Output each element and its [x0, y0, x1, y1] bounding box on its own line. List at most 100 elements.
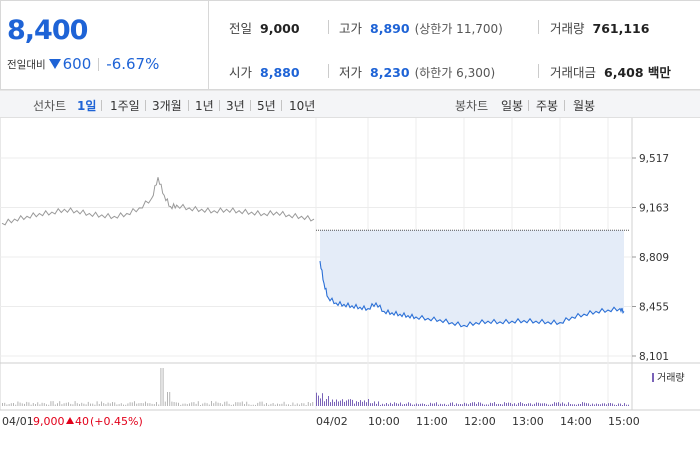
volume-bar	[470, 403, 471, 406]
x-axis: 04/02 10:00 11:00 12:00 13:00 14:00 15:00	[316, 415, 640, 428]
volume-bar	[239, 402, 241, 406]
volume-bar	[21, 403, 23, 406]
volume-bar	[344, 401, 345, 406]
tab-3year[interactable]: 3년	[226, 99, 245, 113]
y-tick-label: 8,455	[639, 302, 669, 314]
volume-bar	[576, 404, 577, 406]
volume-bar	[522, 403, 523, 406]
volume-bar	[580, 404, 581, 406]
volume-bar	[281, 403, 283, 406]
volume-bar	[208, 404, 210, 406]
volume-bar	[464, 402, 465, 406]
volume-bar	[486, 404, 487, 406]
volume-bar	[305, 405, 307, 406]
volume-bar	[228, 403, 230, 406]
volume-bar	[386, 403, 387, 406]
volume-bar	[480, 402, 481, 406]
chart-canvas[interactable]: 9,517 9,163 8,809 8,455 8,101 04/02 10:00 11:0…	[0, 118, 700, 450]
volume-bar	[312, 402, 314, 406]
volume-bar	[94, 404, 96, 406]
divider	[145, 100, 146, 111]
volume-bar	[572, 404, 573, 406]
volume-bar	[248, 404, 250, 406]
x-tick-label: 11:00	[416, 415, 448, 428]
volume-bar	[384, 404, 385, 406]
x-tick-label: 10:00	[368, 415, 400, 428]
volume-bar	[175, 402, 177, 406]
stat-label: 거래량	[550, 21, 585, 36]
tab-daily-candle[interactable]: 일봉	[501, 99, 524, 113]
tab-1week[interactable]: 1주일	[110, 99, 140, 113]
volume-bar	[15, 404, 17, 406]
volume-bar	[592, 403, 593, 406]
stat-label: 시가	[229, 65, 253, 80]
volume-bar	[440, 403, 441, 406]
volume-bar	[380, 404, 381, 406]
tab-monthly-candle[interactable]: 월봉	[573, 99, 596, 113]
volume-bar	[506, 403, 507, 406]
volume-bar	[446, 404, 447, 406]
price-lines	[1, 177, 625, 328]
volume-bar	[59, 401, 61, 406]
volume-bar	[596, 403, 597, 406]
volume-bar	[270, 403, 272, 406]
volume-bar	[516, 404, 517, 406]
volume-bar	[303, 403, 305, 406]
volume-bar	[151, 403, 153, 406]
volume-bar	[259, 401, 261, 406]
volume-bar	[392, 404, 393, 406]
intraday-chart[interactable]: 9,517 9,163 8,809 8,455 8,101 04/02 10:00 11:0…	[0, 118, 700, 450]
volume-bar	[452, 402, 453, 406]
volume-bar	[112, 402, 113, 406]
change-label: 전일대비	[7, 58, 46, 71]
volume-bar	[418, 404, 419, 406]
volume-bar	[324, 401, 325, 406]
stat-open: 시가 8,880	[229, 62, 300, 81]
volume-bar	[582, 402, 583, 406]
volume-bar	[474, 402, 475, 406]
volume-bar	[200, 405, 201, 406]
volume-bar	[318, 395, 319, 406]
divider	[101, 100, 102, 111]
volume-bar	[136, 403, 138, 406]
volume-bar	[330, 402, 331, 406]
volume-bar	[158, 404, 160, 406]
volume-bar	[574, 404, 575, 406]
volume-bar	[586, 403, 587, 406]
volume-bar	[169, 392, 171, 406]
volume-bar	[610, 403, 611, 406]
volume-bar	[510, 402, 511, 406]
prev-day-date: 04/01	[2, 415, 34, 428]
tab-weekly-candle[interactable]: 주봉	[536, 99, 559, 113]
volume-bar	[388, 404, 389, 406]
tab-10year[interactable]: 10년	[289, 99, 316, 113]
volume-bar	[428, 404, 429, 406]
volume-bar	[320, 398, 321, 406]
volume-bar	[430, 402, 431, 406]
volume-bar	[536, 402, 537, 406]
volume-bar	[512, 404, 513, 406]
volume-bar	[476, 403, 477, 406]
volume-bar	[328, 396, 329, 406]
x-tick-label: 04/02	[316, 415, 348, 428]
volume-bar	[358, 402, 359, 406]
volume-bar	[219, 403, 221, 406]
tab-1day[interactable]: 1일	[77, 99, 97, 113]
volume-bar	[74, 401, 76, 406]
volume-bar	[332, 399, 333, 406]
volume-bar	[556, 402, 557, 406]
volume-bar	[534, 403, 535, 406]
volume-bar	[202, 403, 204, 406]
volume-bar	[237, 402, 239, 406]
volume-bar	[624, 403, 625, 406]
tab-3month[interactable]: 3개월	[152, 99, 182, 113]
today-area-fill	[320, 230, 624, 327]
tab-1year[interactable]: 1년	[195, 99, 214, 113]
prev-day-change: 40	[75, 415, 89, 428]
volume-bar	[488, 404, 489, 406]
volume-bar	[498, 403, 499, 406]
down-triangle-icon	[48, 59, 61, 69]
tab-5year[interactable]: 5년	[257, 99, 276, 113]
volume-bar	[255, 404, 256, 406]
volume-bar	[374, 401, 375, 406]
